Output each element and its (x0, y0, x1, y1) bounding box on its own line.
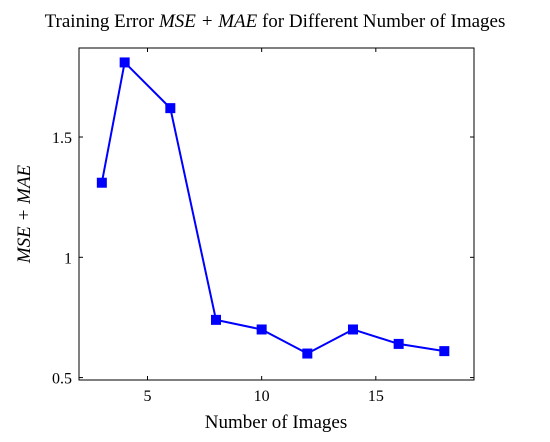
y-tick-label: 1 (64, 250, 72, 267)
data-point-marker (393, 338, 404, 349)
chart-title: Training Error MSE + MAE for Different N… (45, 11, 506, 32)
series-line (100, 61, 445, 355)
chart-title-prefix: Training Error (45, 11, 159, 32)
data-point-marker (256, 324, 267, 335)
y-axis-ticks: 0.5 1 1.5 (52, 130, 474, 388)
data-point-marker (347, 324, 358, 335)
data-point-marker (96, 177, 107, 188)
chart-title-suffix: for Different Number of Images (257, 11, 505, 32)
data-point-marker (119, 57, 130, 68)
y-tick-label: 1.5 (52, 130, 72, 147)
chart-title-math: MSE + MAE (158, 11, 258, 32)
series-layer (96, 57, 450, 359)
x-axis-label: Number of Images (205, 412, 347, 433)
y-axis-label: MSE + MAE (14, 164, 35, 264)
x-tick-label: 5 (143, 388, 151, 405)
data-point-marker (165, 103, 176, 114)
x-tick-label: 15 (368, 388, 384, 405)
x-axis-ticks: 5 10 15 (143, 48, 384, 405)
data-point-marker (439, 346, 450, 357)
plot-area-frame (78, 47, 475, 381)
data-point-marker (210, 314, 221, 325)
x-tick-label: 10 (254, 388, 270, 405)
y-tick-label: 0.5 (52, 371, 72, 388)
data-point-marker (302, 348, 313, 359)
